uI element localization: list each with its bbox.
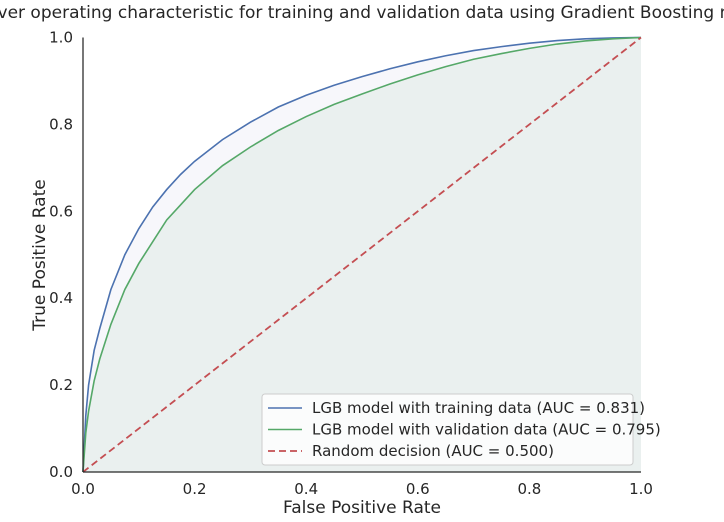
x-tick-labels: 0.0 0.2 0.4 0.6 0.8 1.0 xyxy=(71,480,653,498)
y-tick-label: 0.6 xyxy=(49,202,73,220)
y-tick-label: 0.2 xyxy=(49,376,73,394)
series-line-2 xyxy=(82,36,642,473)
curve-lines xyxy=(82,36,642,473)
y-axis-label: True Positive Rate xyxy=(30,179,50,331)
x-tick-label: 1.0 xyxy=(629,480,653,498)
legend-label-0: LGB model with training data (AUC = 0.83… xyxy=(312,399,645,417)
y-tick-label: 1.0 xyxy=(49,29,73,47)
x-tick-label: 0.8 xyxy=(517,480,541,498)
x-tick-label: 0.2 xyxy=(183,480,207,498)
x-tick-label: 0.0 xyxy=(71,480,95,498)
series-line-0 xyxy=(82,36,642,473)
legend-label-1: LGB model with validation data (AUC = 0.… xyxy=(312,421,661,439)
series-line-1 xyxy=(82,36,642,473)
x-tick-label: 0.6 xyxy=(406,480,430,498)
legend-label-2: Random decision (AUC = 0.500) xyxy=(312,442,554,460)
chart-title: Receiver operating characteristic for tr… xyxy=(0,3,724,23)
y-tick-labels: 0.0 0.2 0.4 0.6 0.8 1.0 xyxy=(49,29,73,482)
legend-box xyxy=(261,393,634,466)
axes xyxy=(82,37,641,473)
y-tick-label: 0.0 xyxy=(49,463,73,481)
y-tick-label: 0.8 xyxy=(49,115,73,133)
y-tick-label: 0.4 xyxy=(49,289,73,307)
x-tick-label: 0.4 xyxy=(294,480,318,498)
x-axis-label: False Positive Rate xyxy=(283,498,441,518)
legend: LGB model with training data (AUC = 0.83… xyxy=(261,393,661,466)
